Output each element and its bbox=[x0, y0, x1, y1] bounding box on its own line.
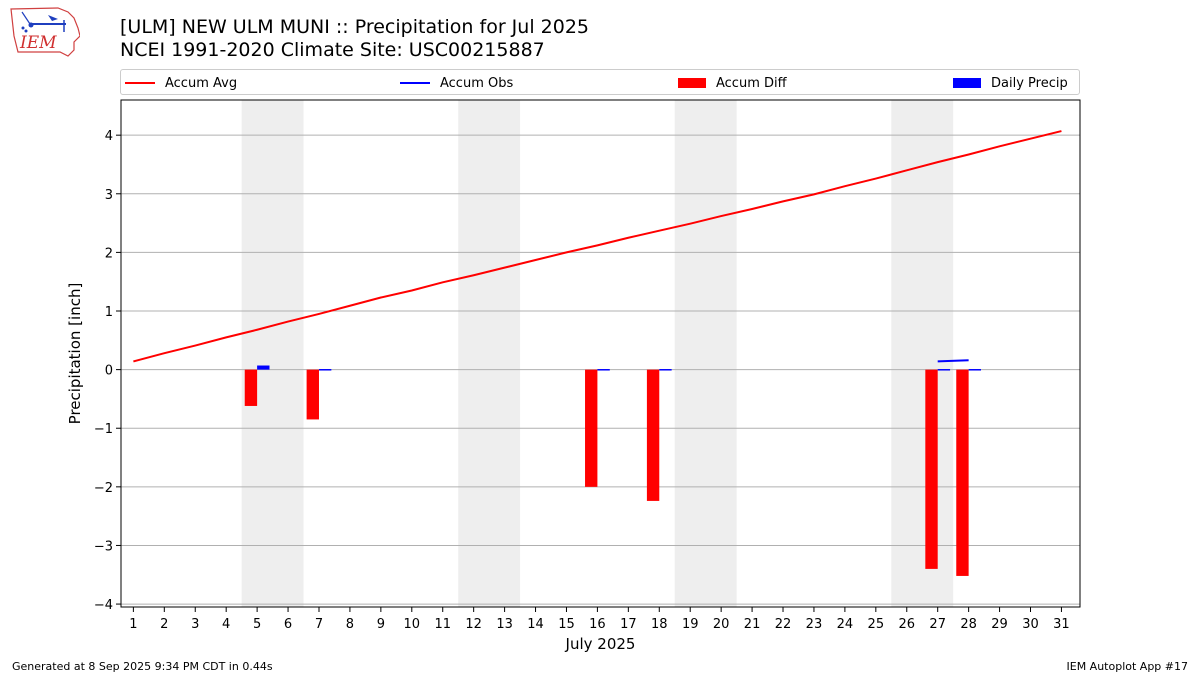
accum-diff-bar bbox=[646, 369, 660, 501]
x-tick-label: 9 bbox=[377, 617, 385, 632]
x-tick-label: 10 bbox=[404, 617, 421, 632]
daily-precip-bar bbox=[597, 369, 610, 371]
x-tick-label: 27 bbox=[929, 617, 946, 632]
y-tick-label: −1 bbox=[94, 422, 113, 437]
daily-precip-bar bbox=[257, 365, 270, 370]
x-tick-label: 14 bbox=[527, 617, 544, 632]
y-axis-label: Precipitation [inch] bbox=[66, 283, 84, 425]
y-tick-label: −3 bbox=[94, 539, 113, 554]
daily-precip-bar bbox=[318, 369, 332, 371]
weekend-band bbox=[241, 100, 304, 607]
x-tick-label: 20 bbox=[713, 617, 730, 632]
daily-precip-bar bbox=[968, 369, 982, 371]
x-tick-label: 29 bbox=[991, 617, 1008, 632]
iem-logo-text: IEM bbox=[19, 33, 57, 53]
y-tick-label: −4 bbox=[94, 598, 113, 613]
accum-diff-bar bbox=[956, 369, 969, 576]
x-tick-label: 16 bbox=[589, 617, 606, 632]
x-tick-label: 3 bbox=[191, 617, 199, 632]
y-tick-label: 4 bbox=[105, 129, 113, 144]
x-tick-label: 25 bbox=[868, 617, 885, 632]
daily-precip-bar bbox=[937, 369, 951, 371]
y-tick-label: 3 bbox=[105, 188, 113, 203]
y-tick-label: 0 bbox=[105, 364, 113, 379]
legend-item-accum-obs: Accum Obs bbox=[400, 74, 513, 92]
legend-swatch-accum-avg bbox=[125, 82, 155, 84]
legend: Accum Avg Accum Obs Accum Diff Daily Pre… bbox=[120, 69, 1080, 95]
accum-diff-bar bbox=[244, 369, 258, 406]
accum-diff-bar bbox=[925, 369, 938, 569]
daily-precip-bar bbox=[659, 369, 672, 371]
x-tick-label: 4 bbox=[222, 617, 230, 632]
legend-label-accum-avg: Accum Avg bbox=[165, 75, 238, 91]
x-tick-label: 11 bbox=[434, 617, 451, 632]
x-tick-label: 1 bbox=[129, 617, 137, 632]
legend-label-accum-diff: Accum Diff bbox=[716, 75, 787, 91]
weekend-band bbox=[458, 100, 521, 607]
weekend-band bbox=[674, 100, 737, 607]
x-tick-label: 22 bbox=[775, 617, 792, 632]
legend-item-accum-avg: Accum Avg bbox=[125, 74, 237, 92]
y-tick-label: −2 bbox=[94, 481, 113, 496]
x-tick-label: 30 bbox=[1022, 617, 1039, 632]
x-tick-label: 13 bbox=[496, 617, 513, 632]
legend-label-accum-obs: Accum Obs bbox=[440, 75, 514, 91]
accum-obs-line bbox=[937, 359, 969, 363]
chart-subtitle: NCEI 1991-2020 Climate Site: USC00215887 bbox=[120, 39, 545, 61]
chart-title: [ULM] NEW ULM MUNI :: Precipitation for … bbox=[120, 16, 589, 38]
accum-diff-bar bbox=[585, 369, 598, 487]
x-tick-label: 19 bbox=[682, 617, 699, 632]
x-tick-label: 12 bbox=[465, 617, 482, 632]
x-tick-label: 31 bbox=[1053, 617, 1070, 632]
x-axis-label: July 2025 bbox=[565, 635, 636, 653]
legend-swatch-daily-precip bbox=[953, 78, 981, 88]
legend-item-accum-diff: Accum Diff bbox=[678, 74, 787, 92]
generated-note: Generated at 8 Sep 2025 9:34 PM CDT in 0… bbox=[12, 660, 273, 673]
x-tick-label: 24 bbox=[837, 617, 854, 632]
x-tick-label: 5 bbox=[253, 617, 261, 632]
x-tick-label: 6 bbox=[284, 617, 292, 632]
legend-item-daily-precip: Daily Precip bbox=[953, 74, 1068, 92]
app-credit: IEM Autoplot App #17 bbox=[1066, 660, 1189, 673]
x-tick-label: 18 bbox=[651, 617, 668, 632]
accum-avg-line bbox=[133, 130, 1062, 363]
x-tick-label: 8 bbox=[346, 617, 354, 632]
y-tick-label: 2 bbox=[105, 246, 113, 261]
x-tick-label: 15 bbox=[558, 617, 575, 632]
plot-frame bbox=[120, 99, 1081, 608]
iem-logo: IEM bbox=[8, 6, 81, 58]
x-tick-label: 2 bbox=[160, 617, 168, 632]
weekend-band bbox=[891, 100, 954, 607]
x-tick-label: 28 bbox=[960, 617, 977, 632]
legend-swatch-accum-obs bbox=[400, 82, 430, 84]
x-tick-label: 26 bbox=[898, 617, 915, 632]
legend-label-daily-precip: Daily Precip bbox=[991, 75, 1068, 91]
accum-diff-bar bbox=[306, 369, 319, 420]
legend-swatch-accum-diff bbox=[678, 78, 706, 88]
x-tick-label: 17 bbox=[620, 617, 637, 632]
y-tick-label: 1 bbox=[105, 305, 113, 320]
x-tick-label: 7 bbox=[315, 617, 323, 632]
x-tick-label: 23 bbox=[806, 617, 823, 632]
x-tick-label: 21 bbox=[744, 617, 761, 632]
iem-logo-graphic: IEM bbox=[10, 7, 81, 57]
